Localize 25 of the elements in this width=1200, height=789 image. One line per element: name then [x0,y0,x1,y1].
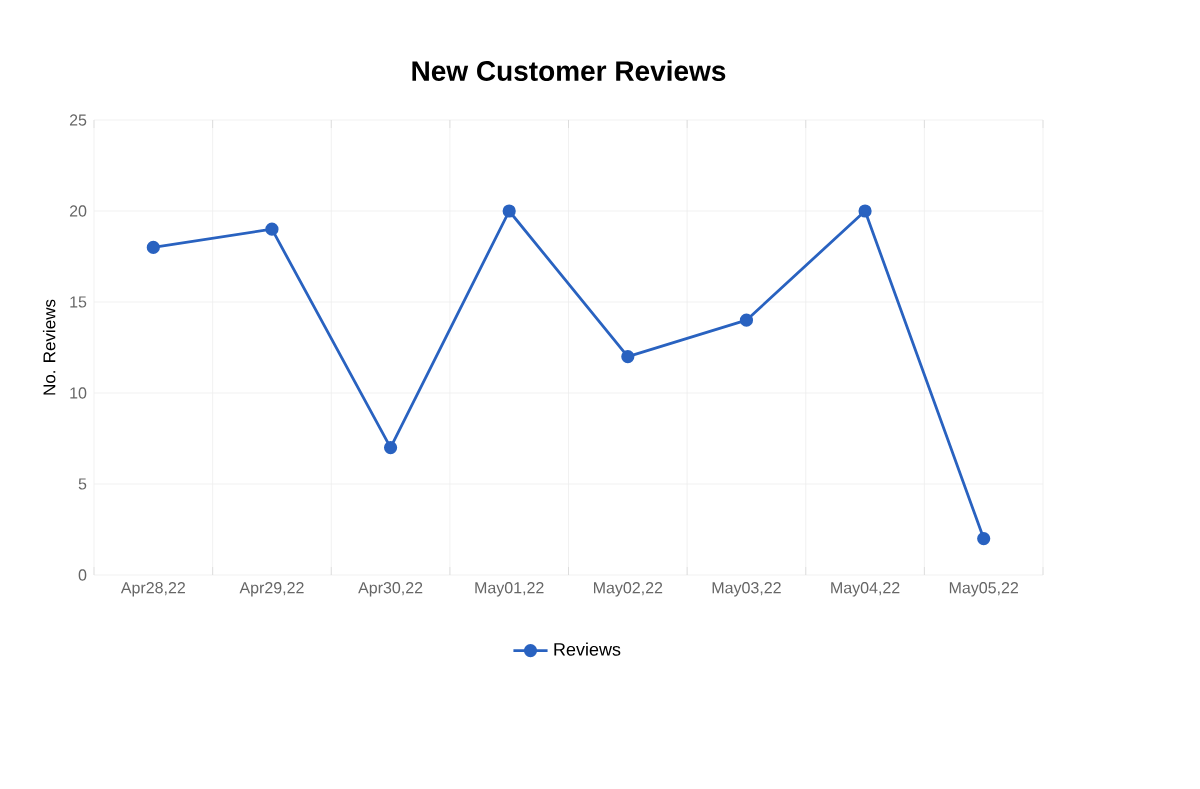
x-tick-label: May01,22 [475,582,544,597]
y-tick-label: 25 [69,114,87,126]
chart-title: New Customer Reviews [412,60,726,81]
y-tick-label: 5 [78,478,87,490]
x-tick-label: May04,22 [831,582,900,597]
x-tick-label: Apr29,22 [239,582,304,597]
x-tick-label: Apr30,22 [358,582,423,597]
point [858,204,872,218]
point [502,204,516,218]
legend-label: Reviews [554,642,621,656]
point [383,441,398,455]
x-tick-label: Apr28,22 [120,582,185,597]
point [146,240,160,255]
x-tick-label: May02,22 [594,582,663,597]
y-tick-label: 15 [70,296,87,308]
point [621,350,635,364]
point [739,313,754,327]
y-tick-label: 0 [78,569,87,581]
point [265,222,279,236]
x-tick-label: May03,22 [712,582,781,597]
point [977,532,991,546]
y-tick-label: 20 [69,205,87,217]
y-axis-title: No. Reviews [42,299,56,395]
y-tick-label: 10 [70,387,87,399]
x-tick-label: May05,22 [949,582,1019,597]
